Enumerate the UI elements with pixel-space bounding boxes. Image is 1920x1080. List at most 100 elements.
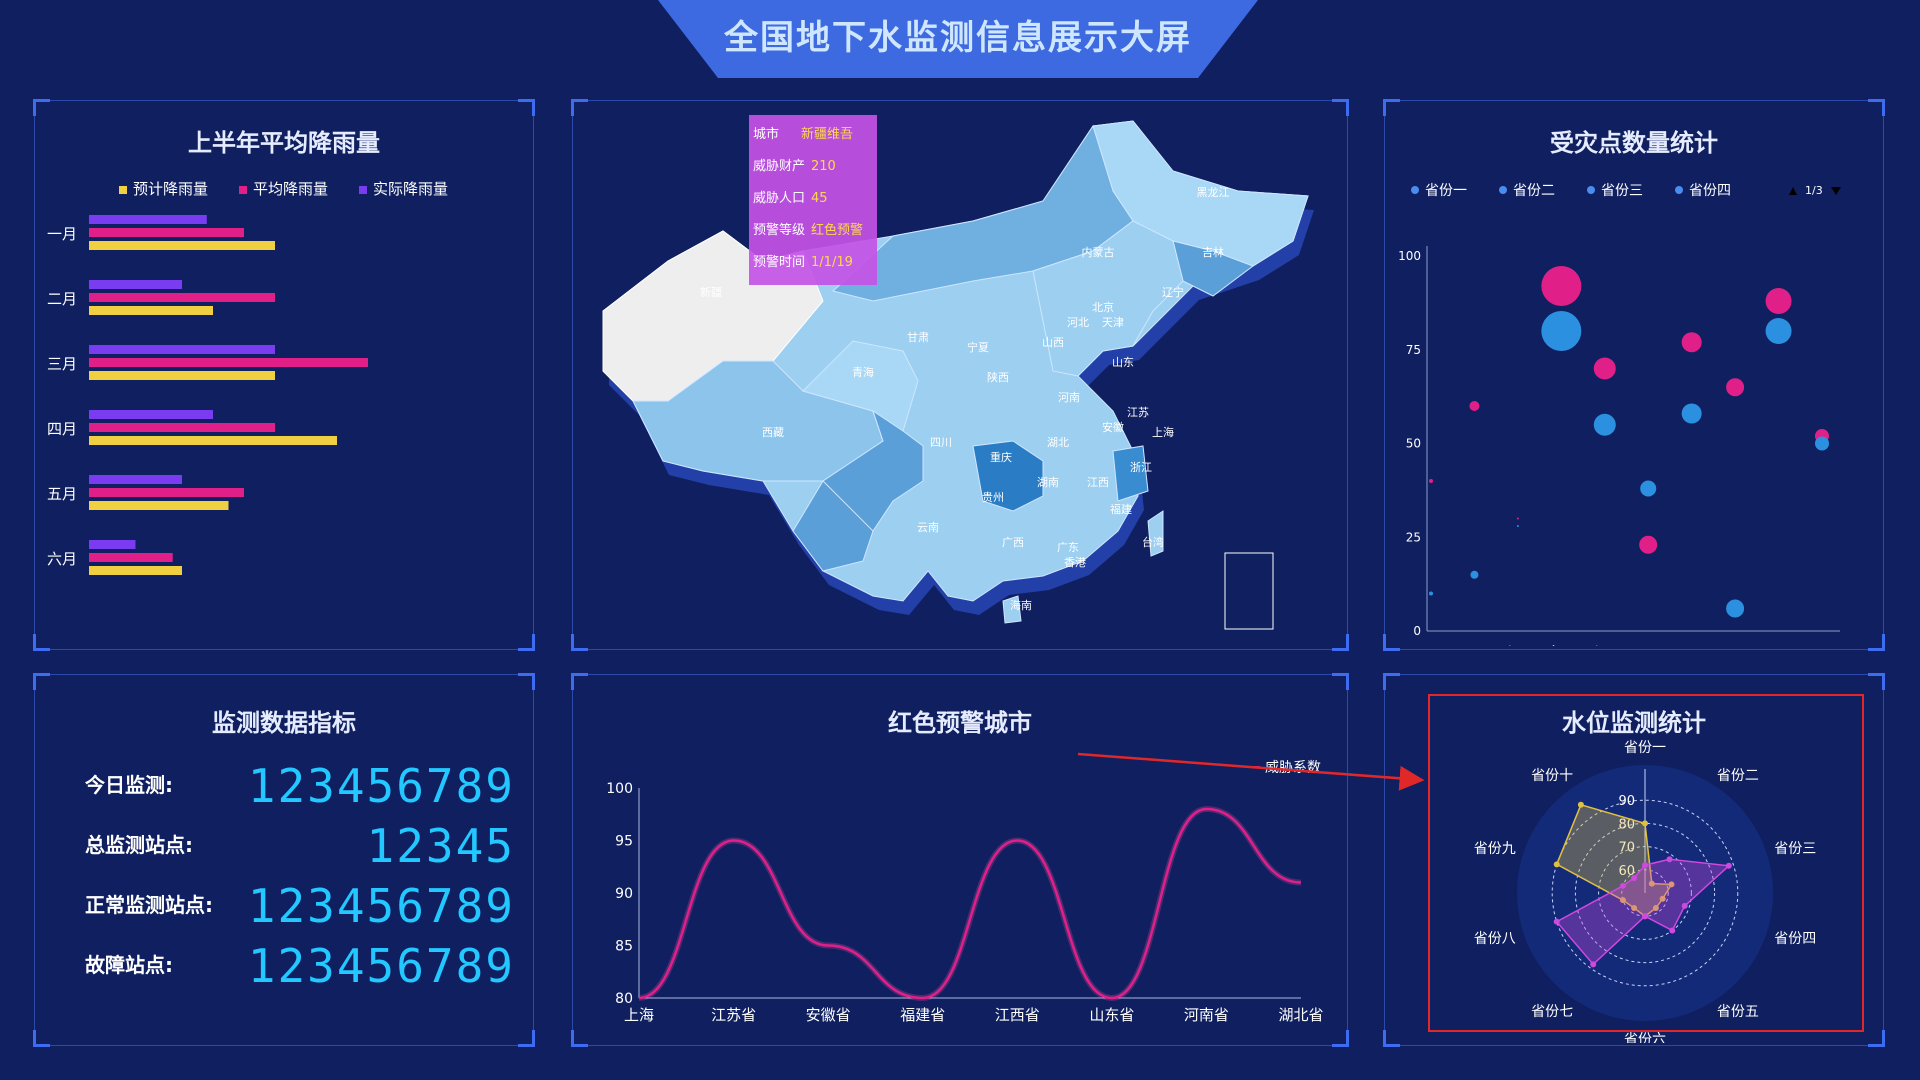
metric-label: 故障站点:: [85, 953, 173, 977]
warning-chart: 威胁系数 80 85 90 95 100 上海 江苏省 安徽省 福建省 江西省 山东省 河南省 湖北省: [606, 760, 1323, 1024]
map-label: 内蒙古: [1082, 245, 1115, 259]
map-label: 河北: [1067, 316, 1089, 329]
radar-point: [1631, 874, 1638, 881]
radar-ring: [1574, 822, 1716, 964]
map-label: 江西: [1087, 476, 1109, 489]
y-tick-label: 85: [615, 939, 633, 955]
header-banner: [658, 0, 1258, 78]
bar: [89, 475, 182, 484]
scatter-point: [1765, 288, 1792, 314]
map-label: 陕西: [987, 370, 1009, 384]
disaster-panel: 受灾点数量统计 省份一省份二省份三省份四1/30255075100省份一省份二省…: [1383, 99, 1885, 651]
metric-value: 123456789: [247, 759, 515, 813]
map-label: 山东: [1112, 356, 1134, 369]
map-label: 云南: [917, 521, 939, 534]
metric-today: 今日监测: 123456789: [85, 759, 515, 813]
y-tick-label: 0: [1413, 624, 1421, 638]
map-label: 重庆: [990, 450, 1012, 464]
legend-swatch: [239, 186, 247, 194]
water-title: 水位监测统计: [1562, 709, 1706, 737]
map-label: 天津: [1102, 316, 1124, 329]
legend-label: 预计降雨量: [133, 180, 208, 198]
x-tick-label: 省份一: [1396, 643, 1434, 646]
radar-indicator-label: 省份九: [1474, 841, 1516, 857]
scatter-point: [1469, 401, 1480, 411]
scatter-point: [1516, 517, 1519, 520]
x-tick-label: 省份八: [1700, 643, 1738, 646]
map-label: 辽宁: [1162, 285, 1184, 299]
x-tick-label: 湖北省: [1278, 1006, 1323, 1024]
rainfall-title: 上半年平均降雨量: [188, 129, 380, 157]
radar-point: [1577, 801, 1584, 808]
radar-point: [1642, 820, 1648, 827]
scatter-point: [1639, 535, 1658, 554]
x-tick-label: 河南省: [1184, 1006, 1229, 1024]
map-label: 香港: [1064, 556, 1086, 569]
category-label: 三月: [47, 355, 77, 373]
radar-point: [1666, 856, 1673, 863]
tooltip-row: 预警等级 红色预警: [753, 223, 864, 238]
x-tick-label: 省份四: [1526, 643, 1564, 646]
metric-value: 123456789: [247, 879, 515, 933]
y-tick-label: 100: [606, 781, 633, 797]
radar-indicator-label: 省份五: [1717, 1004, 1759, 1020]
map-label: 海南: [1010, 598, 1032, 612]
map-label: 北京: [1092, 300, 1114, 314]
legend-marker: [1499, 186, 1507, 194]
y-tick-label: 80: [615, 991, 633, 1007]
category-label: 一月: [47, 225, 77, 243]
map-label: 湖北: [1047, 436, 1069, 449]
bar: [89, 293, 275, 302]
y-tick-label: 50: [1406, 437, 1421, 451]
radar-indicator-label: 省份十: [1531, 768, 1573, 784]
radar-point: [1619, 882, 1626, 889]
tooltip-row: 威胁财产 210: [753, 159, 836, 174]
metric-label: 今日监测:: [85, 773, 173, 797]
x-tick-label: 省份九: [1743, 643, 1781, 646]
bar: [89, 280, 182, 289]
disaster-title: 受灾点数量统计: [1550, 129, 1718, 157]
map-panel: 黑龙江 吉林 辽宁 内蒙古 北京 河北 天津 山西 山东 新疆 甘肃 宁夏 青海 陕西 河南 江苏 安徽 上海 湖北…: [571, 99, 1349, 651]
line-series: [638, 807, 1302, 1000]
map-label: 青海: [852, 365, 874, 379]
legend-marker: [1587, 186, 1595, 194]
metrics-panel: 监测数据指标 今日监测: 123456789 总监测站点: 12345 正常监测…: [33, 673, 535, 1047]
radar-tick-label: 90: [1618, 794, 1635, 809]
legend-swatch: [359, 186, 367, 194]
x-tick-label: 省份六: [1613, 643, 1651, 646]
radar-point: [1652, 905, 1659, 912]
legend-label: 威胁系数: [1265, 760, 1321, 776]
legend-swatch: [119, 186, 127, 194]
map-label: 吉林: [1202, 245, 1224, 259]
legend-prev-icon: [1789, 187, 1797, 195]
bar: [89, 228, 244, 237]
radar-indicator-label: 省份八: [1474, 931, 1516, 947]
legend-marker: [1675, 186, 1683, 194]
metric-label: 正常监测站点:: [85, 893, 213, 917]
scatter-point: [1541, 266, 1582, 306]
category-label: 四月: [47, 420, 77, 438]
scatter-point: [1726, 378, 1745, 397]
y-tick-label: 75: [1406, 343, 1421, 357]
metric-value: 12345: [366, 819, 515, 873]
map-label: 宁夏: [967, 340, 989, 354]
radar-point: [1553, 861, 1560, 868]
radar-indicator-label: 省份六: [1624, 1032, 1666, 1043]
y-tick-label: 25: [1406, 530, 1421, 544]
tooltip-row: 城市 新疆维吾: [753, 127, 854, 142]
bar: [89, 501, 229, 510]
region-yunnan: [792, 480, 874, 572]
bar: [89, 358, 368, 367]
bar: [89, 436, 337, 445]
scatter-point: [1681, 403, 1702, 424]
x-tick-label: 江苏省: [711, 1006, 756, 1024]
bar: [89, 215, 207, 224]
category-label: 五月: [47, 485, 77, 503]
legend-label: 省份一: [1425, 183, 1467, 199]
bar: [89, 488, 244, 497]
map-label: 江苏: [1127, 406, 1149, 419]
category-label: 二月: [47, 290, 77, 308]
